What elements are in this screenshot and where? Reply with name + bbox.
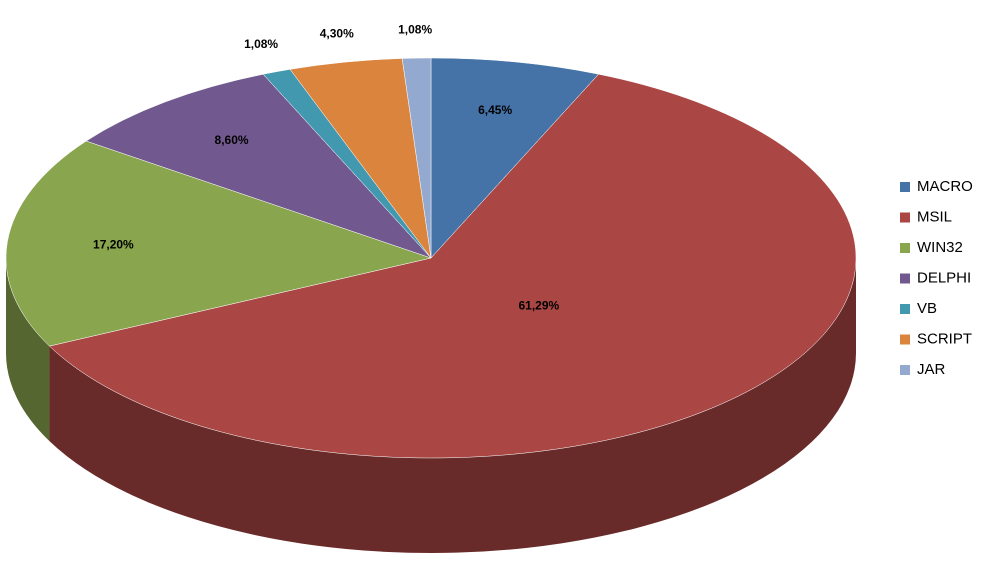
legend-label: MACRO — [917, 178, 973, 195]
data-label: 17,20% — [93, 238, 134, 252]
legend-label: DELPHI — [917, 269, 971, 286]
legend-swatch — [900, 182, 910, 192]
data-label: 1,08% — [398, 22, 432, 36]
pie-side — [6, 258, 50, 442]
data-label: 8,60% — [215, 133, 249, 147]
data-label: 61,29% — [518, 298, 559, 312]
legend-label: WIN32 — [917, 239, 963, 256]
data-label: 4,30% — [320, 27, 354, 41]
pie-slice — [401, 57, 432, 259]
legend-label: VB — [917, 300, 937, 317]
legend-swatch — [900, 365, 910, 375]
pie-slice — [85, 73, 432, 259]
legend-label: MSIL — [917, 208, 952, 225]
legend-swatch — [900, 212, 910, 223]
data-label: 6,45% — [478, 103, 512, 117]
legend-label: JAR — [917, 361, 946, 378]
legend-swatch — [900, 273, 910, 284]
legend-swatch — [900, 304, 910, 314]
legend-label: SCRIPT — [917, 330, 972, 347]
legend-swatch — [900, 243, 910, 253]
pie-slice — [48, 73, 857, 459]
pie-slice — [430, 57, 600, 259]
pie-slice — [5, 140, 432, 347]
pie-side — [49, 258, 857, 553]
legend-swatch — [900, 334, 910, 345]
data-label: 1,08% — [244, 37, 278, 51]
